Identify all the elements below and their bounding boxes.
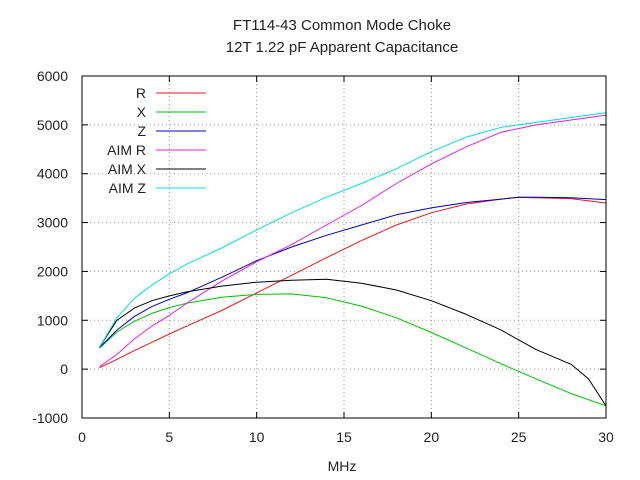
y-tick-label: 6000 bbox=[37, 68, 68, 84]
x-tick-label: 15 bbox=[336, 429, 352, 445]
x-axis-label: MHz bbox=[328, 458, 357, 474]
legend-label-r: R bbox=[136, 85, 146, 101]
legend-label-aim-r: AIM R bbox=[107, 142, 146, 158]
legend: RXZ AIM R AIM X AIM Z bbox=[107, 85, 206, 196]
series-line-aim-r bbox=[99, 114, 607, 368]
series-line-x bbox=[99, 293, 607, 407]
data-series bbox=[99, 112, 607, 407]
legend-label-x: X bbox=[137, 104, 147, 120]
y-tick-label: 5000 bbox=[37, 117, 68, 133]
y-tick-label: 1000 bbox=[37, 312, 68, 328]
y-tick-label: 0 bbox=[60, 361, 68, 377]
axis-ticks: 0 5 10 15 20 25 30 -1000 0 1000 2000 3000 4000 5000 60… bbox=[32, 68, 614, 445]
y-tick-label: 2000 bbox=[37, 263, 68, 279]
chart-subtitle: 12T 1.22 pF Apparent Capacitance bbox=[226, 39, 458, 56]
legend-label-aim-z: AIM Z bbox=[109, 180, 147, 196]
x-tick-label: 25 bbox=[511, 429, 527, 445]
x-tick-label: 30 bbox=[598, 429, 614, 445]
series-line-aim-x bbox=[99, 278, 607, 407]
y-tick-label: 4000 bbox=[37, 166, 68, 182]
chart-title: FT114-43 Common Mode Choke bbox=[233, 17, 451, 34]
series-line-aim-z bbox=[99, 112, 607, 348]
legend-label-aim-x: AIM X bbox=[108, 161, 147, 177]
y-tick-label: -1000 bbox=[32, 410, 68, 426]
x-tick-label: 20 bbox=[424, 429, 440, 445]
series-line-z bbox=[99, 196, 607, 348]
x-tick-label: 10 bbox=[249, 429, 265, 445]
plot-frame bbox=[81, 75, 607, 419]
grid-lines bbox=[82, 76, 606, 418]
legend-label-z: Z bbox=[137, 123, 146, 139]
y-tick-label: 3000 bbox=[37, 215, 68, 231]
x-tick-label: 5 bbox=[165, 429, 173, 445]
x-tick-label: 0 bbox=[78, 429, 86, 445]
